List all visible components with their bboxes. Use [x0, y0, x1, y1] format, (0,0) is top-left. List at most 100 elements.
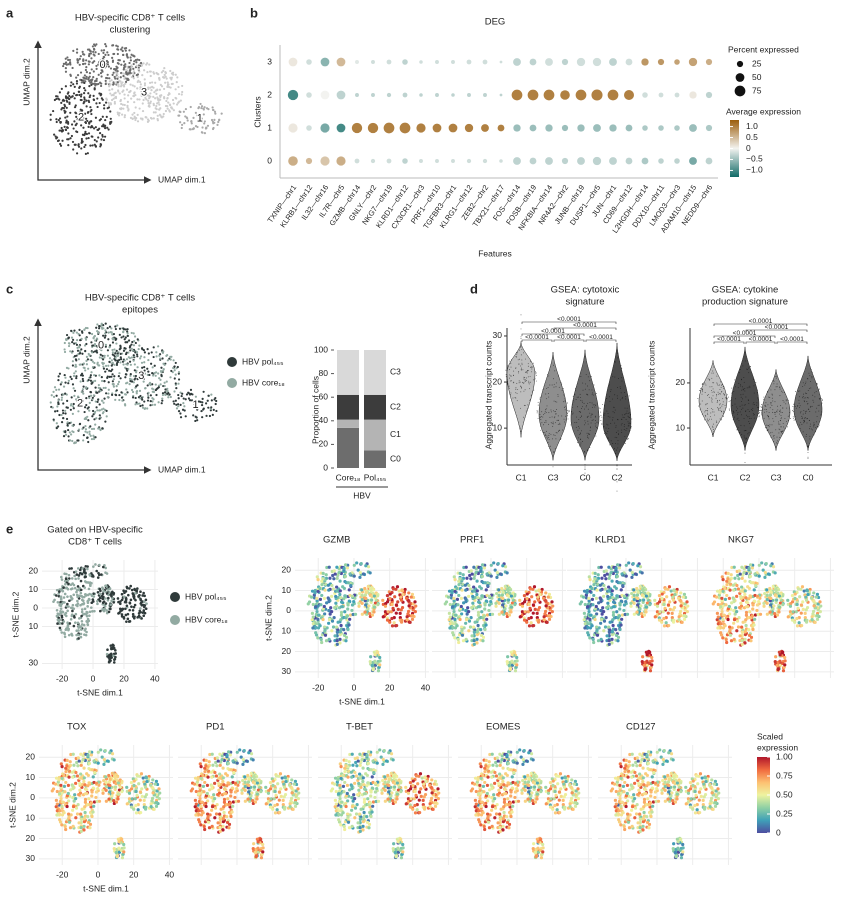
jitter-point — [776, 383, 778, 385]
jitter-point — [554, 411, 556, 413]
jitter-point — [782, 433, 784, 435]
cell-point — [174, 373, 177, 376]
cell-point — [120, 82, 123, 85]
cell-point — [81, 50, 84, 53]
cell-point — [497, 588, 501, 592]
jitter-point — [722, 398, 724, 400]
jitter-point — [781, 390, 783, 392]
jitter-point — [608, 428, 610, 430]
cell-point — [79, 374, 83, 377]
cell-point — [111, 382, 114, 386]
cell-point — [70, 433, 73, 436]
cell-point — [71, 66, 74, 70]
jitter-point — [617, 440, 619, 442]
cell-point — [105, 609, 108, 612]
cell-point — [110, 393, 114, 397]
cell-point — [119, 344, 122, 347]
cell-point — [97, 398, 100, 401]
x-axis-label: UMAP dim.1 — [158, 174, 206, 184]
jitter-point — [627, 413, 629, 414]
cell-point — [537, 588, 541, 592]
cell-point — [114, 649, 117, 652]
cell-point — [338, 632, 343, 637]
cell-point — [348, 572, 352, 576]
panel-letter: c — [6, 281, 13, 296]
cell-point — [143, 78, 146, 81]
jitter-point — [716, 394, 717, 396]
cell-point — [327, 565, 331, 569]
cell-point — [67, 382, 70, 385]
cell-point — [360, 612, 364, 616]
jitter-point — [757, 392, 759, 394]
cell-point — [127, 593, 130, 597]
jitter-point — [705, 403, 707, 405]
cell-point — [357, 604, 361, 608]
jitter-point — [783, 426, 785, 428]
cell-point — [335, 625, 339, 629]
violin — [538, 352, 568, 461]
jitter-point — [619, 388, 621, 390]
cell-point — [334, 594, 338, 599]
jitter-point — [615, 449, 617, 451]
jitter-point — [705, 415, 707, 417]
cell-point — [505, 660, 509, 664]
cell-point — [82, 362, 85, 365]
jitter-point — [540, 425, 542, 427]
jitter-point — [800, 411, 802, 413]
cell-point — [116, 324, 119, 327]
jitter-point — [621, 367, 623, 369]
cell-point — [376, 669, 381, 673]
cell-point — [148, 70, 152, 73]
jitter-point — [593, 384, 595, 386]
jitter-points — [601, 352, 633, 492]
jitter-point — [756, 402, 758, 404]
cell-point — [102, 410, 105, 414]
jitter-point — [713, 366, 715, 368]
cell-point — [66, 587, 70, 591]
jitter-point — [732, 410, 734, 412]
cell-point — [368, 660, 372, 664]
cell-point — [97, 386, 100, 389]
cell-point — [338, 589, 342, 593]
cell-point — [372, 605, 377, 609]
cell-point — [125, 604, 129, 608]
cell-point — [87, 406, 90, 409]
cell-point — [111, 93, 115, 97]
cell-point — [59, 607, 63, 610]
panel-title: Gated on HBV-specific — [47, 525, 143, 536]
jitter-point — [761, 411, 763, 413]
jitter-point — [764, 405, 766, 407]
jitter-point — [767, 428, 769, 430]
jitter-point — [795, 407, 797, 409]
cell-point — [120, 396, 124, 399]
cell-point — [75, 331, 78, 334]
jitter-point — [737, 413, 739, 415]
y-tick-label: 30 — [29, 658, 39, 668]
jitter-point — [718, 409, 719, 411]
jitter-point — [614, 422, 616, 424]
cell-point — [112, 378, 115, 381]
jitter-point — [580, 438, 582, 440]
jitter-point — [741, 414, 742, 416]
jitter-point — [779, 423, 781, 425]
cell-point — [122, 349, 126, 352]
cell-point — [335, 576, 339, 580]
cell-point — [102, 138, 106, 142]
jitter-point — [735, 398, 736, 400]
x-tick-label: 20 — [385, 682, 395, 692]
dot — [383, 122, 395, 134]
cell-point — [131, 608, 135, 612]
cell-point — [506, 588, 510, 593]
cell-point — [100, 82, 103, 85]
group-label: HBV — [353, 490, 371, 500]
cell-point — [62, 417, 65, 420]
y-axis-label: Proportion of cells — [310, 376, 320, 444]
cell-point — [475, 579, 479, 583]
cell-point — [136, 87, 139, 90]
cell-point — [446, 595, 451, 599]
cell-point — [407, 591, 411, 595]
dot — [386, 59, 392, 65]
jitter-point — [583, 408, 585, 410]
significance-bracket — [521, 321, 617, 324]
jitter-point — [552, 438, 554, 440]
